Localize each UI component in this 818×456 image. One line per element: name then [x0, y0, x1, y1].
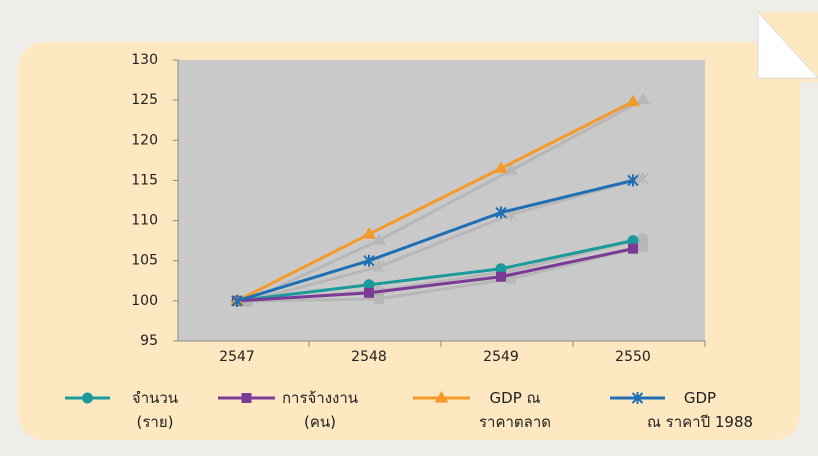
marker: [628, 243, 638, 254]
y-tick-label: 125: [131, 92, 158, 108]
marker: [627, 174, 639, 187]
y-tick-label: 130: [131, 52, 158, 68]
shadow-line: [246, 98, 644, 303]
series-line: [236, 178, 634, 303]
marker: [364, 287, 374, 298]
y-tick-label: 120: [131, 132, 158, 148]
legend-label: การจ้างงาน (คน): [281, 389, 359, 431]
series-line: [236, 247, 634, 303]
marker: [494, 161, 508, 173]
y-tick-label: 115: [131, 172, 158, 188]
marker: [638, 241, 648, 252]
legend-label: GDP ณ ราคาปี 1988: [646, 389, 754, 431]
y-tick-label: 95: [140, 333, 158, 349]
x-tick-label: 2550: [615, 349, 651, 365]
marker: [626, 94, 640, 107]
y-tick-label: 110: [131, 213, 158, 229]
marker: [231, 294, 243, 307]
marker: [241, 393, 252, 403]
marker: [434, 391, 449, 403]
marker: [631, 392, 644, 404]
x-tick-label: 2547: [219, 349, 255, 365]
y-tick-label: 100: [131, 293, 158, 309]
marker: [636, 92, 650, 105]
marker: [637, 172, 649, 185]
marker: [363, 254, 375, 267]
y-tick-label: 105: [131, 253, 158, 269]
marker: [504, 163, 518, 175]
marker: [373, 260, 385, 273]
legend-label: จำนวน (ราย): [131, 389, 179, 431]
marker: [362, 227, 376, 239]
page-curl: [757, 10, 818, 79]
shadow-line: [246, 245, 644, 303]
x-tick-label: 2549: [483, 349, 519, 365]
legend-label: GDP ณ ราคาตลาด: [478, 389, 552, 431]
x-tick-label: 2548: [351, 349, 387, 365]
series-line: [236, 239, 634, 303]
marker: [82, 392, 93, 404]
marker: [495, 206, 507, 219]
shadow-line: [246, 176, 644, 303]
series-line: [236, 100, 634, 303]
marker: [372, 233, 386, 245]
shadow: [240, 92, 650, 306]
marker: [496, 271, 506, 282]
marker: [374, 293, 384, 304]
